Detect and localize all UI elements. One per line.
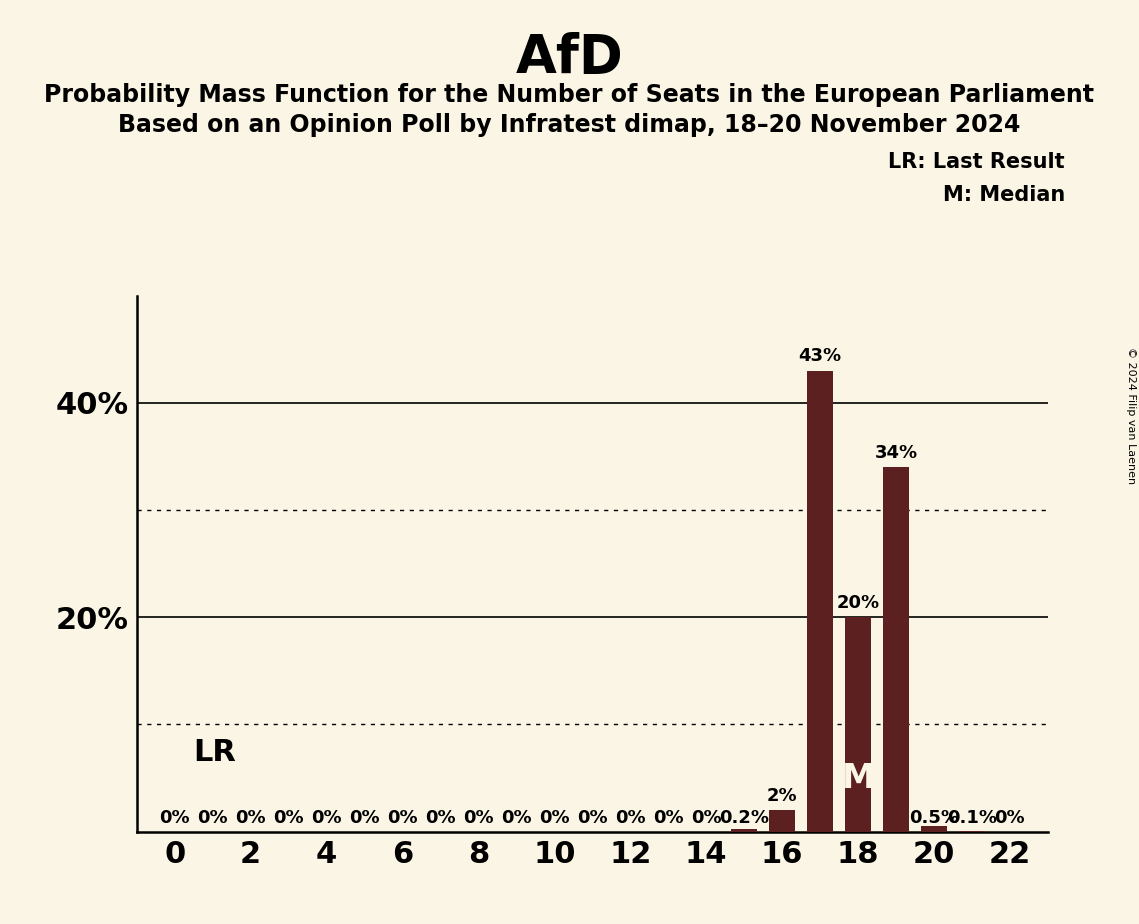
Text: 0%: 0% bbox=[501, 809, 532, 827]
Text: AfD: AfD bbox=[516, 32, 623, 84]
Text: 0%: 0% bbox=[653, 809, 683, 827]
Text: 0%: 0% bbox=[273, 809, 304, 827]
Bar bbox=[769, 810, 795, 832]
Text: 0%: 0% bbox=[197, 809, 228, 827]
Text: Probability Mass Function for the Number of Seats in the European Parliament: Probability Mass Function for the Number… bbox=[44, 83, 1095, 107]
Text: 0.2%: 0.2% bbox=[719, 809, 769, 827]
Text: 0%: 0% bbox=[236, 809, 265, 827]
Text: LR: Last Result: LR: Last Result bbox=[888, 152, 1065, 173]
Bar bbox=[920, 826, 948, 832]
Text: M: Median: M: Median bbox=[943, 185, 1065, 205]
Text: © 2024 Filip van Laenen: © 2024 Filip van Laenen bbox=[1126, 347, 1136, 484]
Text: 0%: 0% bbox=[577, 809, 607, 827]
Text: 2%: 2% bbox=[767, 787, 797, 805]
Bar bbox=[806, 371, 834, 832]
Text: 20%: 20% bbox=[836, 594, 879, 612]
Text: Based on an Opinion Poll by Infratest dimap, 18–20 November 2024: Based on an Opinion Poll by Infratest di… bbox=[118, 113, 1021, 137]
Text: 0%: 0% bbox=[464, 809, 493, 827]
Text: 0%: 0% bbox=[387, 809, 418, 827]
Text: 0%: 0% bbox=[311, 809, 342, 827]
Text: 0.5%: 0.5% bbox=[909, 809, 959, 827]
Bar bbox=[731, 830, 757, 832]
Bar bbox=[959, 831, 985, 832]
Bar bbox=[845, 617, 871, 832]
Text: M: M bbox=[842, 761, 875, 795]
Text: 0%: 0% bbox=[615, 809, 646, 827]
Text: 0%: 0% bbox=[425, 809, 456, 827]
Text: 0%: 0% bbox=[994, 809, 1025, 827]
Text: 0%: 0% bbox=[539, 809, 570, 827]
Text: 34%: 34% bbox=[875, 444, 918, 462]
Text: 0%: 0% bbox=[159, 809, 190, 827]
Text: 0.1%: 0.1% bbox=[947, 809, 997, 827]
Text: 43%: 43% bbox=[798, 347, 842, 365]
Text: LR: LR bbox=[194, 737, 237, 767]
Text: 0%: 0% bbox=[350, 809, 379, 827]
Text: 0%: 0% bbox=[691, 809, 721, 827]
Bar bbox=[883, 468, 909, 832]
